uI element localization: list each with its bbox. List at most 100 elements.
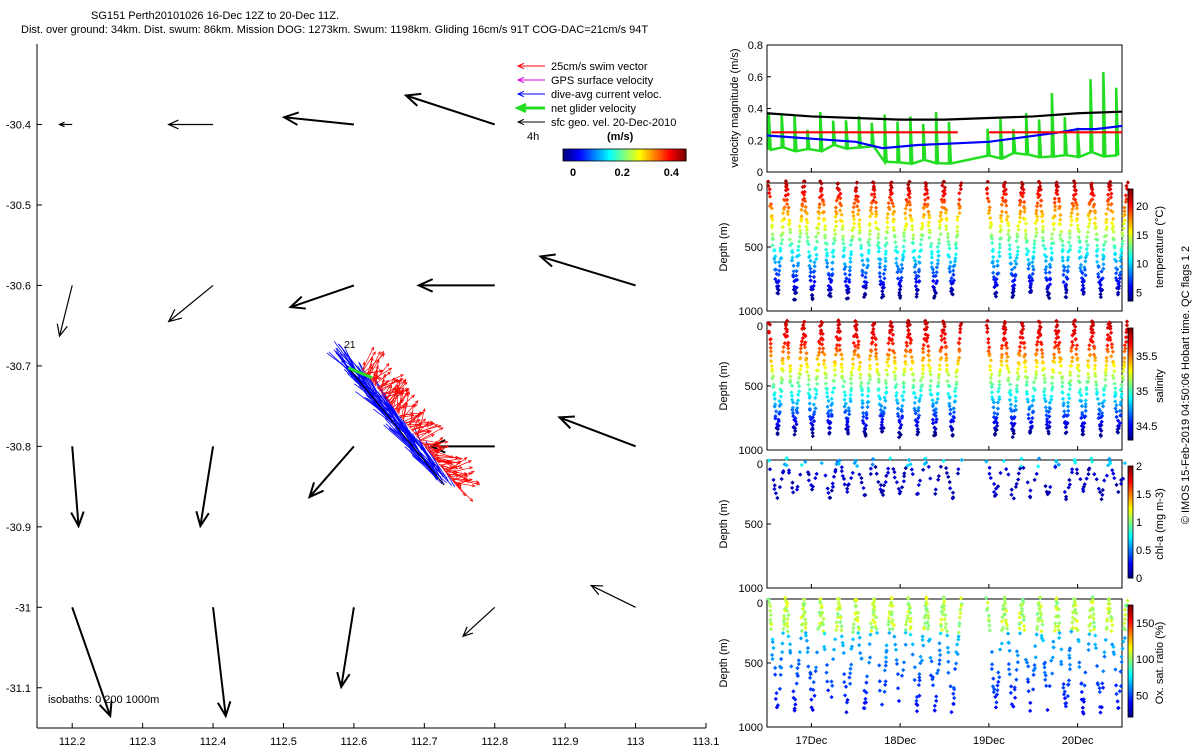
section-point <box>987 345 992 350</box>
section-point <box>1029 403 1035 408</box>
section-point <box>903 466 908 471</box>
section-point <box>1111 216 1116 222</box>
section-point <box>1008 402 1014 407</box>
section-point <box>767 458 772 463</box>
section-point <box>1111 237 1116 242</box>
section-point <box>1075 628 1080 633</box>
section-point <box>883 243 888 248</box>
section-point <box>851 625 856 631</box>
section-point <box>790 400 796 405</box>
section-point <box>920 221 925 226</box>
section-colorbar-cell <box>1128 191 1133 194</box>
section-point <box>797 384 802 389</box>
section-colorbar-cell <box>1128 271 1133 275</box>
section-point <box>1063 430 1068 436</box>
section-point <box>914 279 919 285</box>
section-point <box>920 637 925 643</box>
section-point <box>839 365 844 370</box>
section-point <box>899 262 904 267</box>
section-point <box>1077 664 1082 670</box>
section-point <box>1049 397 1054 402</box>
section-point <box>848 256 853 261</box>
section-point <box>889 600 894 605</box>
section-point <box>863 275 868 280</box>
map-colorbar-cell <box>624 149 628 161</box>
section-point <box>958 611 963 616</box>
section-point <box>843 684 849 689</box>
section-point <box>863 700 869 705</box>
section-point <box>834 211 839 216</box>
map-colorbar-cell <box>622 149 626 161</box>
map-colorbar-cell <box>653 149 656 161</box>
section-point <box>800 336 806 341</box>
section-point <box>1034 471 1039 476</box>
section-point <box>869 192 874 197</box>
section-colorbar-cell <box>1128 669 1133 673</box>
section-point <box>909 354 914 360</box>
swim-vector <box>395 384 400 413</box>
map-colorbar-cell <box>630 149 634 161</box>
section-point <box>811 687 816 692</box>
section-point <box>1002 330 1007 335</box>
map-y-tick-label: -30.5 <box>6 200 31 212</box>
section-point <box>799 339 804 344</box>
section-point <box>868 471 873 477</box>
section-point <box>879 490 884 495</box>
section-point <box>1023 369 1028 374</box>
section-point <box>828 495 833 500</box>
section-point <box>830 260 835 265</box>
section-point <box>883 264 888 269</box>
section-point <box>926 638 931 643</box>
section-point <box>781 344 786 350</box>
section-point <box>1066 249 1071 254</box>
section-point <box>832 367 837 373</box>
section-point <box>802 189 807 194</box>
section-point <box>1014 389 1020 394</box>
section-point <box>851 216 857 222</box>
geo-vector-arrow <box>195 446 215 529</box>
section-point <box>1007 243 1012 248</box>
section-point <box>1122 355 1127 361</box>
section-colorbar-cell <box>1128 363 1133 367</box>
section-point <box>891 219 896 224</box>
section-point <box>935 392 940 397</box>
section-point <box>836 326 841 331</box>
section-point <box>895 250 900 255</box>
section-point <box>864 690 869 695</box>
section-point <box>906 185 911 190</box>
section-point <box>837 458 842 463</box>
section-point <box>857 627 862 632</box>
section-point <box>944 363 950 368</box>
section-point <box>823 473 828 478</box>
section-point <box>945 633 950 638</box>
dac-vector <box>421 447 440 471</box>
section-point <box>926 220 931 225</box>
section-point <box>814 239 820 244</box>
section-point <box>809 293 815 298</box>
section-point <box>988 225 993 230</box>
section-point <box>1081 279 1086 284</box>
section-point <box>833 232 838 237</box>
section-point <box>811 283 816 289</box>
map-colorbar-cell <box>587 149 591 161</box>
section-point <box>914 709 920 714</box>
section-point <box>902 367 907 372</box>
section-point <box>1030 415 1035 421</box>
section-point <box>1030 410 1035 415</box>
section-colorbar-cell <box>1128 474 1133 478</box>
section-point <box>796 244 801 249</box>
map-colorbar-cell <box>632 149 636 161</box>
section-point <box>1031 668 1036 673</box>
section-point <box>1106 596 1111 601</box>
section-point <box>886 341 891 346</box>
section-colorbar-cell <box>1128 629 1133 633</box>
section-point <box>775 290 780 296</box>
section-point <box>867 377 873 382</box>
section-point <box>1094 386 1099 392</box>
section-point <box>784 463 789 468</box>
section-point <box>991 264 996 269</box>
section-point <box>879 702 885 707</box>
